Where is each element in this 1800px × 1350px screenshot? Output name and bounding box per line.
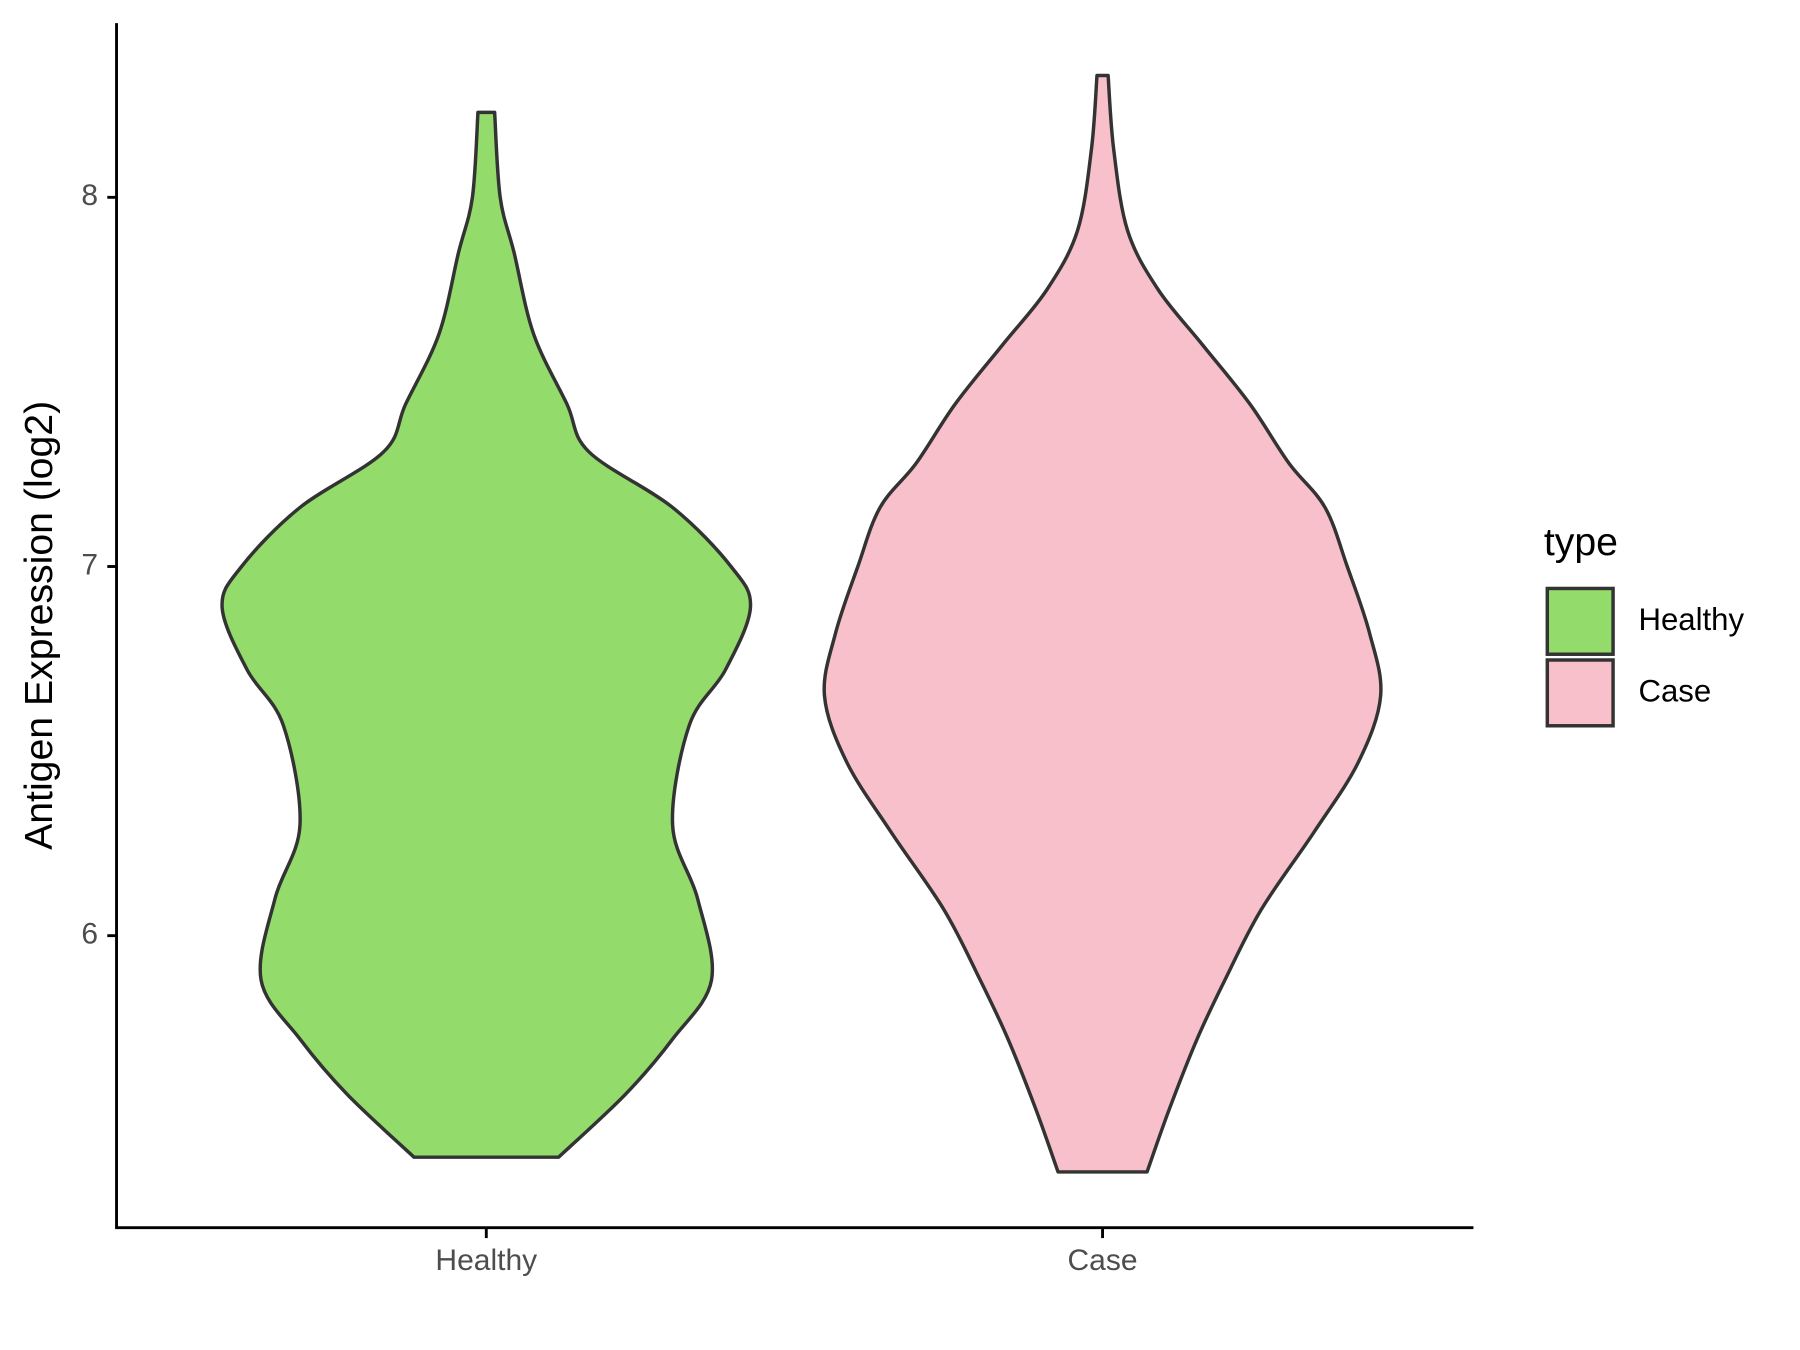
y-axis-title: Antigen Expression (log2)	[17, 401, 61, 850]
legend-title: type	[1544, 520, 1618, 564]
y-tick-label: 6	[81, 918, 98, 951]
y-tick-label: 8	[81, 179, 98, 212]
legend-label: Case	[1638, 674, 1711, 709]
legend-key	[1545, 658, 1615, 728]
x-tick-label: Healthy	[435, 1244, 537, 1277]
violin	[220, 110, 753, 1159]
legend-key	[1545, 586, 1615, 656]
violin	[822, 73, 1383, 1174]
legend-label: Healthy	[1638, 602, 1744, 637]
x-tick-label: Case	[1068, 1244, 1138, 1277]
y-tick-label: 7	[81, 548, 98, 581]
